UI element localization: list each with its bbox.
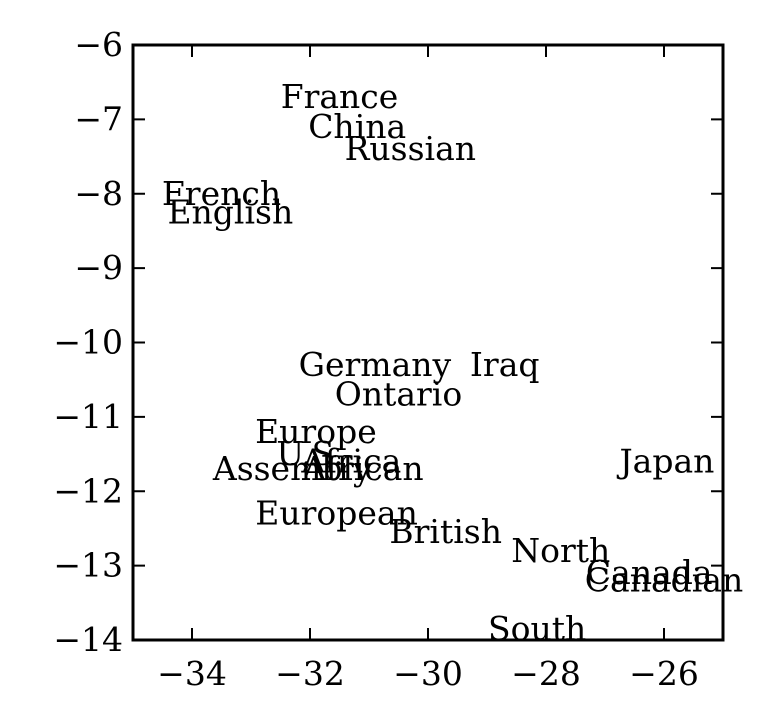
word-point-label: China <box>308 107 406 146</box>
x-tick-label: −32 <box>275 654 345 693</box>
word-point-label: Assembly <box>212 449 372 488</box>
y-tick-label: −6 <box>74 25 123 64</box>
x-axis: −34 −32 −30 −28 −26 <box>157 45 699 693</box>
word-point-label: Japan <box>616 442 714 481</box>
word-point-label: South <box>488 609 586 648</box>
y-tick-label: −12 <box>53 471 123 510</box>
word-point-label: Iraq <box>470 345 540 384</box>
word-point-label: British <box>389 512 502 551</box>
word-point-label: Canadian <box>585 561 743 600</box>
y-tick-label: −10 <box>53 323 123 362</box>
word-point-label: Russian <box>345 129 476 168</box>
x-tick-label: −26 <box>629 654 699 693</box>
y-tick-label: −8 <box>74 174 123 213</box>
word-point-label: Europe <box>255 412 377 451</box>
y-tick-label: −9 <box>74 248 123 287</box>
y-tick-label: −11 <box>53 397 123 436</box>
word-point-label: North <box>511 531 610 570</box>
y-axis: −6 −7 −8 −9 −10 −11 −12 −13 −14 <box>53 25 723 659</box>
word-point-label: Germany <box>299 345 452 384</box>
x-tick-label: −30 <box>393 654 463 693</box>
y-tick-label: −13 <box>53 546 123 585</box>
y-tick-label: −7 <box>74 99 123 138</box>
plot-area: −34 −32 −30 −28 −26 −6−7−8−9−10−11−12−13−14 … <box>53 25 743 693</box>
y-tick-label: −14 <box>53 620 123 659</box>
word-point-label: France <box>281 77 399 116</box>
word-point-label: English <box>167 192 293 231</box>
word-point-label: Africa <box>300 442 401 481</box>
word-point-label: U.S. <box>276 434 343 473</box>
x-tick-label: −28 <box>511 654 581 693</box>
x-tick-label: −34 <box>157 654 227 693</box>
word-point-label: European <box>255 494 418 533</box>
word-point-label: French <box>162 174 281 213</box>
word-point-label: Ontario <box>335 375 462 414</box>
word-point-label: Canada <box>586 553 713 592</box>
word-point-label: African <box>301 449 423 488</box>
